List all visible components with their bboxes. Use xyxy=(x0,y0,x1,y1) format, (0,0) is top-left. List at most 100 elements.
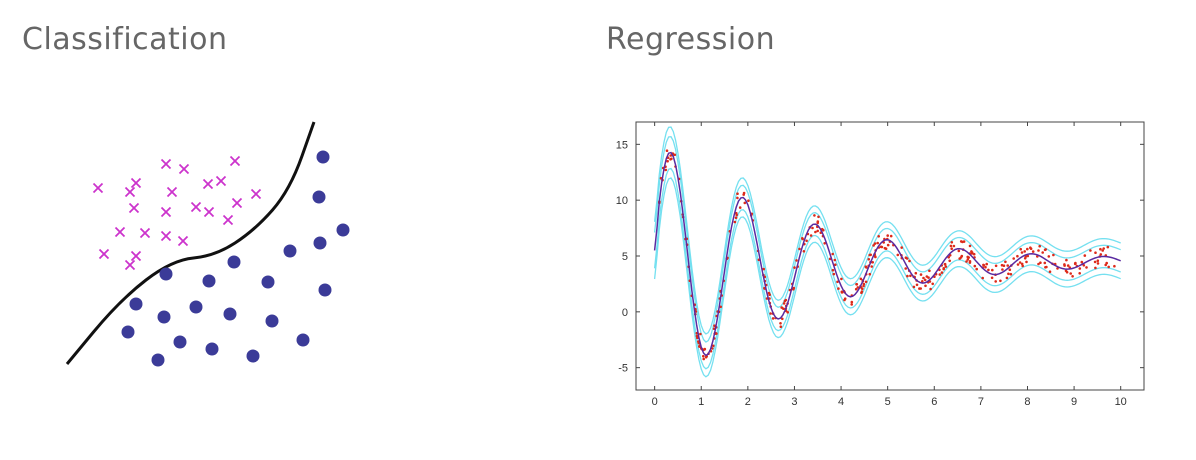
sample-point xyxy=(715,332,718,335)
sample-point xyxy=(1031,250,1035,253)
sample-point xyxy=(666,159,669,163)
sample-point xyxy=(1029,246,1032,249)
sample-point xyxy=(702,357,705,361)
sample-point xyxy=(1083,254,1087,257)
sample-point xyxy=(914,271,918,275)
sample-point xyxy=(981,276,984,280)
sample-point xyxy=(733,220,737,224)
sample-point xyxy=(948,259,951,263)
sample-point xyxy=(1037,262,1040,266)
sample-point xyxy=(742,191,746,195)
sample-point xyxy=(931,282,934,286)
sample-point xyxy=(1006,264,1009,267)
sample-point xyxy=(942,267,945,270)
sample-point xyxy=(831,268,835,272)
sample-point xyxy=(814,230,817,234)
sample-point xyxy=(1105,261,1108,265)
sample-point xyxy=(670,157,673,161)
sample-point xyxy=(972,252,976,256)
sample-point xyxy=(952,244,956,248)
sample-point xyxy=(908,259,911,263)
mean-prediction-line xyxy=(653,151,1121,357)
sample-point xyxy=(734,216,738,219)
sample-point xyxy=(925,275,929,278)
sample-point xyxy=(843,297,847,301)
classification-chart xyxy=(65,121,350,367)
sample-point xyxy=(1023,250,1026,253)
regression-title: Regression xyxy=(606,22,776,57)
sample-point xyxy=(798,247,801,251)
cross-point xyxy=(203,206,215,218)
circle-point xyxy=(205,342,219,356)
sample-point xyxy=(886,234,889,237)
sample-point xyxy=(1039,261,1042,265)
sample-point xyxy=(940,271,944,274)
circle-point xyxy=(157,310,171,324)
sample-point xyxy=(1038,244,1041,248)
sample-point xyxy=(669,154,672,157)
x-tick-label: 9 xyxy=(1071,396,1077,408)
circle-point xyxy=(129,297,143,311)
sample-point xyxy=(1016,254,1019,258)
sample-point xyxy=(1089,249,1092,252)
sample-point xyxy=(703,347,707,351)
sample-point xyxy=(873,254,877,258)
sample-point xyxy=(736,196,739,200)
sample-point xyxy=(1069,272,1072,275)
sample-point xyxy=(921,280,924,283)
sample-point xyxy=(702,354,705,358)
sample-point xyxy=(747,199,750,202)
sample-point xyxy=(833,258,837,262)
sample-point xyxy=(1094,266,1097,270)
y-tick-label: 5 xyxy=(622,251,628,263)
uncertainty-band-line xyxy=(653,167,1121,370)
sample-point xyxy=(1099,253,1103,256)
sample-point xyxy=(762,267,765,271)
y-tick-label: -5 xyxy=(618,363,628,375)
circle-point xyxy=(121,325,135,339)
sample-point xyxy=(792,288,795,291)
sample-point xyxy=(1043,248,1047,252)
circle-point xyxy=(283,244,297,258)
sample-point xyxy=(950,247,953,250)
circle-point xyxy=(312,190,326,204)
cross-point xyxy=(222,214,234,226)
sample-point xyxy=(854,287,858,291)
uncertainty-band-line xyxy=(653,136,1121,343)
sample-point xyxy=(918,287,921,290)
cross-point xyxy=(114,226,126,238)
cross-point xyxy=(160,158,172,170)
sample-point xyxy=(889,234,893,238)
uncertainty-band-line xyxy=(653,177,1121,378)
sample-point xyxy=(912,285,916,289)
sample-point xyxy=(861,287,864,291)
sample-point xyxy=(809,234,813,237)
sample-point xyxy=(999,279,1002,283)
cross-point xyxy=(124,259,136,271)
sample-point xyxy=(840,291,844,294)
cross-point xyxy=(166,186,178,198)
sample-point xyxy=(967,256,970,259)
sample-point xyxy=(1093,260,1097,264)
cross-point xyxy=(160,206,172,218)
classification-title: Classification xyxy=(22,22,228,57)
sample-point xyxy=(1000,263,1004,267)
decision-boundary xyxy=(65,121,316,365)
circle-point xyxy=(223,307,237,321)
sample-point xyxy=(831,252,834,256)
sample-point xyxy=(782,302,786,305)
cross-point xyxy=(202,178,214,190)
sample-point xyxy=(873,242,877,245)
x-tick-label: 10 xyxy=(1115,396,1127,408)
sample-point xyxy=(1078,267,1082,270)
sample-point xyxy=(712,344,715,348)
sample-point xyxy=(879,245,883,249)
circle-point xyxy=(296,333,310,347)
sample-point xyxy=(904,267,907,270)
sample-point xyxy=(975,267,978,271)
cross-point xyxy=(229,155,241,167)
sample-point xyxy=(795,259,798,262)
sample-point xyxy=(994,280,997,283)
sample-point xyxy=(949,244,953,248)
sample-point xyxy=(1021,264,1024,268)
